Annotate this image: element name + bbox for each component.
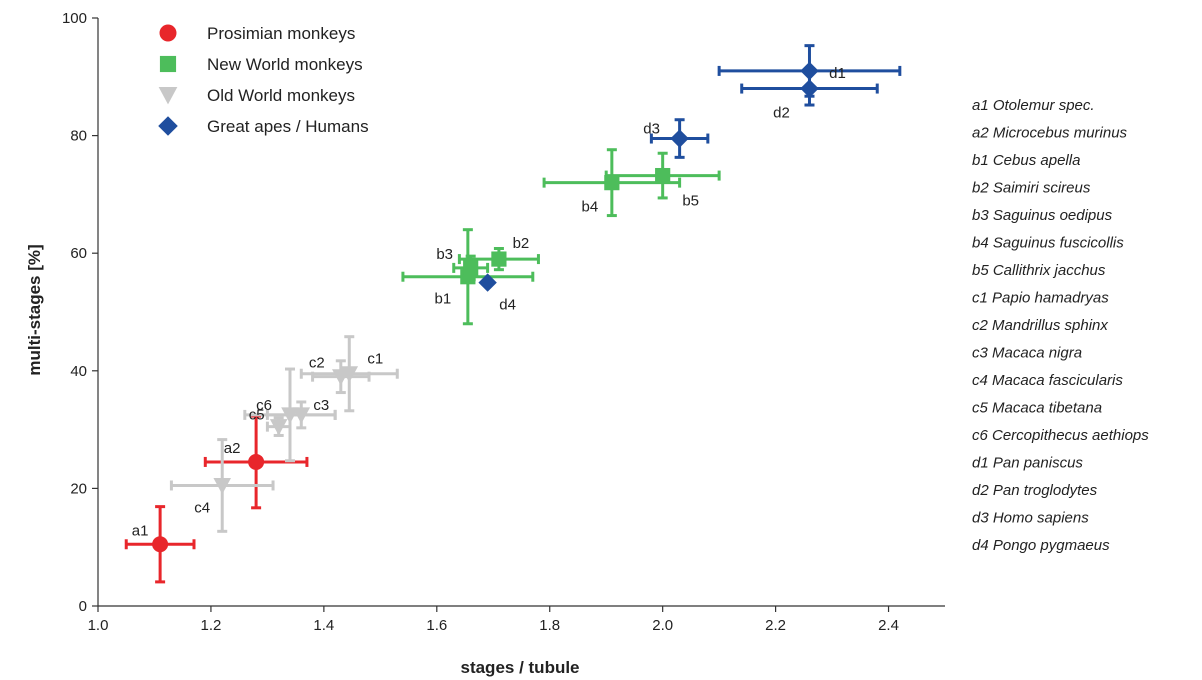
species-entry: b2 Saimiri scireus [972, 180, 1091, 197]
x-tick-label: 1.0 [88, 617, 109, 634]
legend-entry: Great apes / Humans [207, 117, 369, 136]
legend-marker-0 [159, 24, 177, 42]
y-tick-label: 80 [70, 128, 87, 145]
species-entry: c3 Macaca nigra [972, 345, 1082, 362]
marker-d4 [478, 273, 497, 292]
point-label-d3: d3 [643, 121, 660, 138]
species-entry: c1 Papio hamadryas [972, 290, 1109, 307]
marker-a1 [152, 536, 169, 553]
point-label-c1: c1 [367, 351, 383, 368]
x-axis-title: stages / tubule [460, 658, 579, 677]
marker-d1 [800, 61, 819, 81]
species-entry: d4 Pongo pygmaeus [972, 537, 1110, 554]
point-label-b4: b4 [582, 199, 599, 216]
species-entry: c6 Cercopithecus aethiops [972, 427, 1149, 444]
species-legend: a1 Otolemur spec. a2 Microcebus murinus b1… [972, 97, 1149, 554]
y-tick-label: 100 [62, 10, 87, 27]
legend: Prosimian monkeys New World monkeys Old Wo… [158, 24, 369, 136]
point-label-a1: a1 [132, 522, 149, 539]
legend-marker-2 [158, 87, 178, 105]
axes: 1.0 1.2 1.4 1.6 1.8 2.0 2.2 2.4 0 20 40 60 80 100 [62, 10, 945, 634]
marker-c2 [332, 369, 350, 386]
species-entry: d1 Pan paniscus [972, 455, 1083, 472]
point-label-b3: b3 [436, 246, 453, 263]
species-entry: b4 Saguinus fuscicollis [972, 235, 1124, 252]
x-tick-label: 2.0 [652, 617, 673, 634]
marker-a2 [248, 453, 265, 470]
point-label-c6: c6 [256, 397, 272, 414]
species-entry: b1 Cebus apella [972, 152, 1080, 169]
y-tick-label: 40 [70, 363, 87, 380]
marker-c3 [292, 407, 311, 424]
point-label-d1: d1 [829, 65, 846, 82]
species-entry: a1 Otolemur spec. [972, 97, 1095, 114]
marker-b4 [604, 175, 620, 191]
species-entry: d2 Pan troglodytes [972, 482, 1098, 499]
point-label-d2: d2 [773, 105, 790, 122]
species-entry: b5 Callithrix jacchus [972, 262, 1106, 279]
point-label-c2: c2 [309, 355, 325, 372]
marker-c4 [213, 477, 232, 495]
point-label-b1: b1 [435, 291, 452, 308]
marker-d2 [800, 79, 819, 98]
legend-entry: Old World monkeys [207, 86, 355, 105]
data-markers [152, 61, 819, 553]
x-tick-label: 1.8 [539, 617, 560, 634]
species-entry: c4 Macaca fascicularis [972, 372, 1123, 389]
point-label-c4: c4 [194, 499, 210, 516]
point-label-a2: a2 [224, 440, 241, 457]
species-entry: c5 Macaca tibetana [972, 400, 1102, 417]
marker-c5 [269, 419, 288, 436]
y-tick-label: 0 [79, 598, 87, 615]
x-tick-label: 2.2 [765, 617, 786, 634]
marker-c6 [281, 407, 299, 424]
species-entry: b3 Saguinus oedipus [972, 207, 1113, 224]
marker-b5 [655, 167, 671, 184]
y-tick-label: 60 [70, 245, 87, 262]
point-label-c3: c3 [313, 397, 329, 414]
legend-marker-3 [158, 116, 178, 136]
marker-d3 [670, 129, 689, 148]
x-tick-label: 1.6 [426, 617, 447, 634]
marker-b3 [463, 260, 479, 276]
point-label-d4: d4 [499, 297, 516, 314]
point-label-c5: c5 [249, 407, 265, 424]
x-tick-label: 1.2 [201, 617, 222, 634]
species-entry: c2 Mandrillus sphinx [972, 317, 1108, 334]
point-label-b2: b2 [513, 235, 530, 252]
point-label-b5: b5 [682, 193, 699, 210]
x-tick-label: 2.4 [878, 617, 899, 634]
legend-marker-1 [159, 55, 177, 73]
legend-entry: New World monkeys [207, 55, 363, 74]
species-entry: a2 Microcebus murinus [972, 125, 1128, 142]
y-tick-label: 20 [70, 480, 87, 497]
species-entry: d3 Homo sapiens [972, 510, 1089, 527]
y-axis-title: multi-stages [%] [25, 244, 44, 375]
legend-entry: Prosimian monkeys [207, 24, 355, 43]
marker-b2 [491, 251, 507, 267]
x-tick-label: 1.4 [313, 617, 334, 634]
